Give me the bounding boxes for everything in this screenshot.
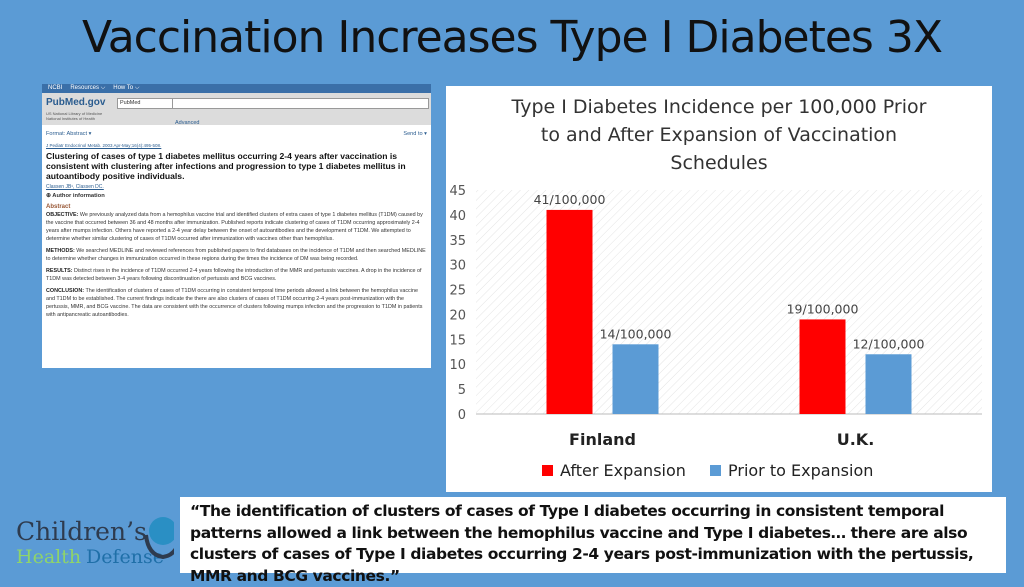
- abstract-results: RESULTS: Distinct rises in the incidence…: [46, 268, 422, 282]
- abstract-heading: Abstract: [46, 204, 71, 210]
- bar-prior-to-expansion: [865, 354, 912, 414]
- format-dropdown[interactable]: Format: Abstract ▾: [46, 131, 92, 137]
- x-tick-label: U.K.: [837, 430, 875, 449]
- legend-swatch: [542, 465, 553, 476]
- y-tick-label: 25: [449, 284, 466, 299]
- chart-title-line: Type I Diabetes Incidence per 100,000 Pr…: [511, 96, 927, 118]
- childrens-health-defense-logo: Children’s Health Defense: [14, 513, 182, 569]
- data-label: 19/100,000: [787, 301, 859, 316]
- library-text: US National Library of Medicine National…: [46, 111, 103, 121]
- data-label: 12/100,000: [853, 336, 925, 351]
- bar-chart: Type I Diabetes Incidence per 100,000 Pr…: [446, 86, 992, 492]
- x-tick-label: Finland: [569, 430, 636, 449]
- y-tick-label: 0: [458, 408, 466, 423]
- slide-title: Vaccination Increases Type I Diabetes 3X: [82, 12, 943, 63]
- logo-health: Health: [16, 546, 81, 568]
- bar-after-expansion: [799, 319, 846, 414]
- legend-swatch: [710, 465, 721, 476]
- pubmed-screenshot: NCBI Resources ⌵ How To ⌵ PubMed.gov US Na…: [42, 84, 431, 368]
- ncbi-bar: NCBI Resources ⌵ How To ⌵: [42, 84, 431, 93]
- citation[interactable]: J Pediatr Endocrinol Metab. 2003 Apr-May…: [46, 143, 162, 148]
- legend-label: Prior to Expansion: [728, 461, 873, 480]
- search-input[interactable]: [172, 98, 429, 109]
- resources-menu[interactable]: Resources ⌵: [70, 85, 106, 91]
- logo-line1: Children’s: [16, 517, 147, 546]
- y-tick-label: 20: [449, 308, 466, 323]
- globe-icon: [149, 517, 177, 545]
- send-to-dropdown[interactable]: Send to ▾: [403, 131, 427, 137]
- y-tick-label: 45: [449, 184, 466, 199]
- pubmed-logo: PubMed.gov: [46, 97, 106, 108]
- ncbi-logo: NCBI: [48, 85, 63, 91]
- advanced-link[interactable]: Advanced: [175, 120, 200, 126]
- bar-prior-to-expansion: [612, 344, 659, 414]
- article-title: Clustering of cases of type 1 diabetes m…: [46, 151, 406, 181]
- chart-title-line: to and After Expansion of Vaccination: [541, 124, 897, 146]
- howto-menu[interactable]: How To ⌵: [113, 85, 140, 91]
- abstract-methods: METHODS: We searched MEDLINE and reviewe…: [46, 248, 426, 262]
- search-bar: PubMed.gov US National Library of Medici…: [42, 93, 431, 126]
- y-tick-label: 15: [449, 333, 466, 348]
- chart-title-line: Schedules: [670, 152, 767, 174]
- abstract-objective: OBJECTIVE: We previously analyzed data f…: [46, 212, 423, 242]
- database-select[interactable]: PubMed: [117, 98, 173, 109]
- author-information-toggle[interactable]: ⊕ Author information: [46, 193, 105, 199]
- authors[interactable]: Classen JB¹, Classen DC.: [46, 184, 104, 190]
- y-tick-label: 10: [449, 358, 466, 373]
- chart-svg: Type I Diabetes Incidence per 100,000 Pr…: [449, 96, 982, 480]
- logo-defense: Defense: [86, 546, 164, 568]
- data-label: 41/100,000: [534, 192, 606, 207]
- data-label: 14/100,000: [600, 326, 672, 341]
- bar-after-expansion: [546, 209, 593, 414]
- y-tick-label: 30: [449, 259, 466, 274]
- abstract-conclusion: CONCLUSION: The identification of cluste…: [46, 288, 423, 318]
- quote-box: “The identification of clusters of cases…: [180, 497, 1006, 585]
- y-tick-label: 40: [449, 209, 466, 224]
- y-tick-label: 5: [458, 383, 466, 398]
- y-tick-label: 35: [449, 234, 466, 249]
- legend-label: After Expansion: [560, 461, 686, 480]
